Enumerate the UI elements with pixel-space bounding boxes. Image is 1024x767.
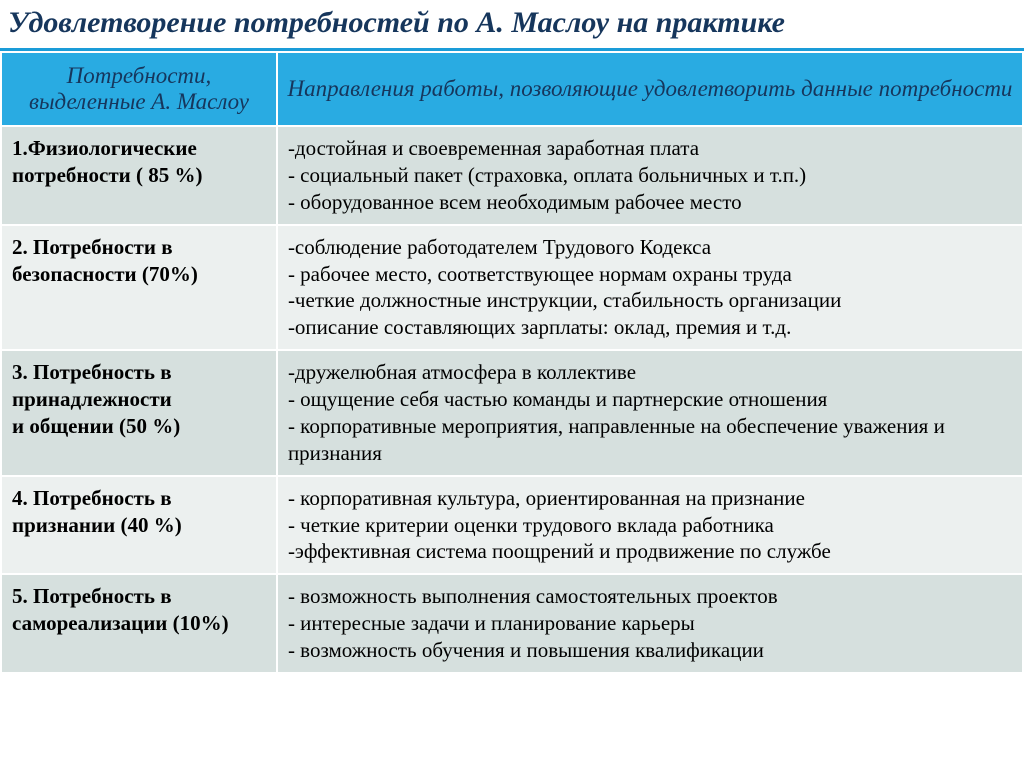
table-header-needs: Потребности, выделенные А. Маслоу (1, 52, 277, 126)
table-row: 3. Потребность в принадлежности и общени… (1, 350, 1023, 476)
need-cell: 1.Физиологические потребности ( 85 %) (1, 126, 277, 225)
table-header-directions: Направления работы, позволяющие удовлетв… (277, 52, 1023, 126)
need-cell: 3. Потребность в принадлежности и общени… (1, 350, 277, 476)
table-body: 1.Физиологические потребности ( 85 %) -до… (1, 126, 1023, 673)
need-cell: 5. Потребность в самореализации (10%) (1, 574, 277, 673)
direction-line: - корпоративная культура, ориентированна… (288, 485, 1012, 512)
direction-line: - четкие критерии оценки трудового вклад… (288, 512, 1012, 539)
direction-line: - оборудованное всем необходимым рабочее… (288, 189, 1012, 216)
direction-line: - возможность обучения и повышения квали… (288, 637, 1012, 664)
directions-cell: -дружелюбная атмосфера в коллективе- ощу… (277, 350, 1023, 476)
directions-cell: -достойная и своевременная заработная пл… (277, 126, 1023, 225)
maslow-table: Потребности, выделенные А. Маслоу Направ… (0, 51, 1024, 674)
table-header-row: Потребности, выделенные А. Маслоу Направ… (1, 52, 1023, 126)
direction-line: -описание составляющих зарплаты: оклад, … (288, 314, 1012, 341)
direction-line: - интересные задачи и планирование карье… (288, 610, 1012, 637)
slide: Удовлетворение потребностей по А. Маслоу… (0, 0, 1024, 767)
need-cell: 4. Потребность в признании (40 %) (1, 476, 277, 575)
direction-line: - возможность выполнения самостоятельных… (288, 583, 1012, 610)
direction-line: -эффективная система поощрений и продвиж… (288, 538, 1012, 565)
direction-line: -четкие должностные инструкции, стабильн… (288, 287, 1012, 314)
table-row: 5. Потребность в самореализации (10%) - в… (1, 574, 1023, 673)
direction-line: - социальный пакет (страховка, оплата бо… (288, 162, 1012, 189)
directions-cell: -соблюдение работодателем Трудового Коде… (277, 225, 1023, 351)
table-row: 4. Потребность в признании (40 %) - корпо… (1, 476, 1023, 575)
slide-title: Удовлетворение потребностей по А. Маслоу… (0, 0, 1024, 51)
direction-line: -дружелюбная атмосфера в коллективе (288, 359, 1012, 386)
direction-line: -достойная и своевременная заработная пл… (288, 135, 1012, 162)
directions-cell: - возможность выполнения самостоятельных… (277, 574, 1023, 673)
table-row: 2. Потребности в безопасности (70%) -собл… (1, 225, 1023, 351)
direction-line: - рабочее место, соответствующее нормам … (288, 261, 1012, 288)
direction-line: -соблюдение работодателем Трудового Коде… (288, 234, 1012, 261)
directions-cell: - корпоративная культура, ориентированна… (277, 476, 1023, 575)
table-row: 1.Физиологические потребности ( 85 %) -до… (1, 126, 1023, 225)
need-cell: 2. Потребности в безопасности (70%) (1, 225, 277, 351)
direction-line: - корпоративные мероприятия, направленны… (288, 413, 1012, 467)
direction-line: - ощущение себя частью команды и партнер… (288, 386, 1012, 413)
